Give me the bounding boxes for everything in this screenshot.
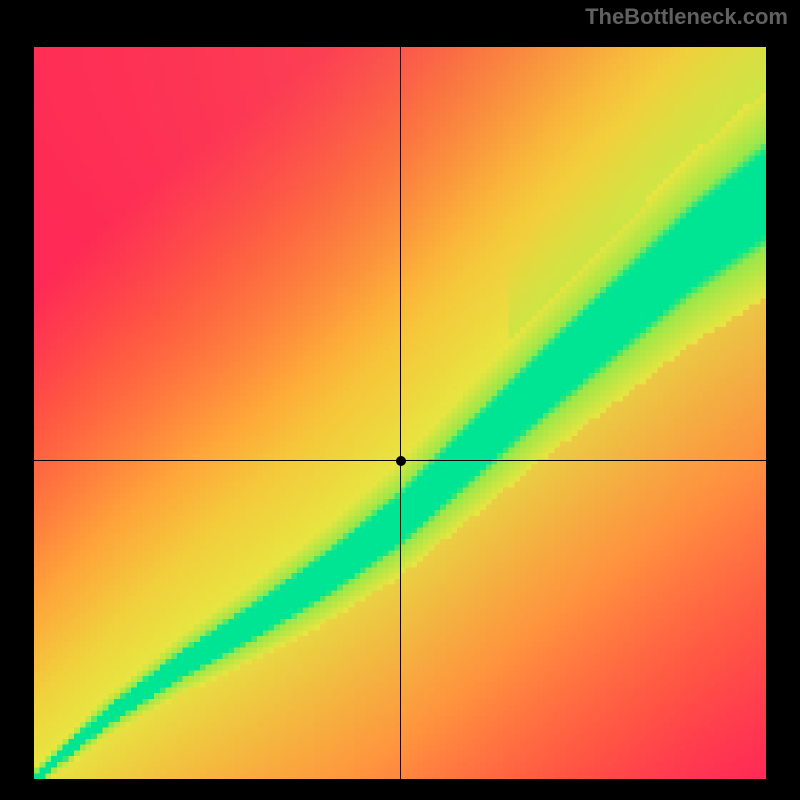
heatmap-plot (34, 47, 766, 779)
watermark: TheBottleneck.com (585, 4, 788, 30)
crosshair-vertical (400, 47, 401, 779)
crosshair-marker (396, 456, 406, 466)
